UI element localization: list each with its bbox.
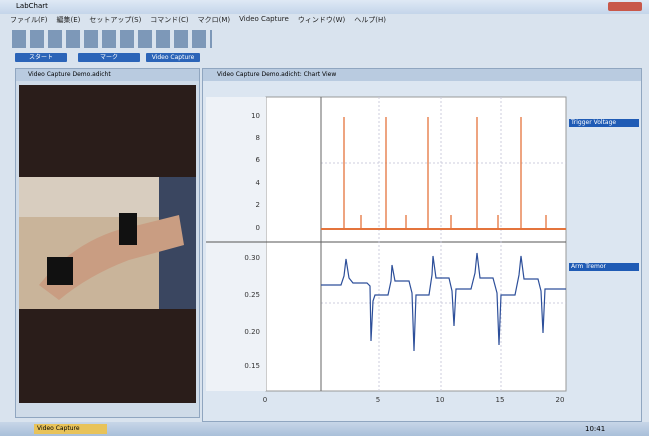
y-tick-label: 2 [256, 201, 260, 209]
video-frame [19, 85, 196, 403]
channel-dropdown[interactable]: Trigger Voltage [569, 119, 639, 127]
menu-item[interactable]: Video Capture [239, 15, 289, 25]
menu-bar: ファイル(F) 編集(E) セットアップ(S) コマンド(C) マクロ(M) V… [10, 15, 386, 25]
toolbar-icons[interactable] [12, 30, 212, 48]
x-tick-label: 5 [376, 396, 380, 404]
window-controls[interactable] [608, 2, 642, 11]
video-window-title: Video Capture Demo.adicht [28, 71, 111, 78]
video-electrode [47, 257, 73, 285]
start-button[interactable]: スタート [15, 53, 67, 62]
app-title: LabChart [16, 2, 48, 10]
page: LabChart {"window": {"title": "LabChart"… [0, 0, 649, 436]
menu-item[interactable]: ヘルプ(H) [354, 15, 386, 25]
clock: 10:41 [585, 425, 605, 433]
chart-window-title: Video Capture Demo.adicht: Chart View [217, 71, 336, 78]
x-tick-label: 20 [556, 396, 565, 404]
y-tick-label: 0.30 [244, 254, 260, 262]
y-tick-label: 0 [256, 224, 260, 232]
video-window: Video Capture Demo.adicht [15, 68, 200, 418]
y-tick-label: 10 [251, 112, 260, 120]
taskbar: Video Capture 10:41 [0, 422, 649, 436]
y-tick-label: 4 [256, 179, 261, 187]
x-tick-label: 10 [436, 396, 445, 404]
y-tick-label: 6 [256, 156, 261, 164]
chart-labels: 10 8 6 4 2 0 0.30 0.25 0.20 0.15 0 5 10 … [202, 82, 572, 420]
y-tick-label: 0.15 [244, 362, 260, 370]
video-capture-button[interactable]: Video Capture [146, 53, 200, 62]
x-tick-label: 15 [496, 396, 505, 404]
menu-item[interactable]: セットアップ(S) [89, 15, 141, 25]
video-electrode [119, 213, 137, 245]
y-tick-label: 0.20 [244, 328, 260, 336]
menu-item[interactable]: コマンド(C) [150, 15, 188, 25]
menu-item[interactable]: マクロ(M) [198, 15, 231, 25]
menu-item[interactable]: ファイル(F) [10, 15, 48, 25]
taskbar-item[interactable]: Video Capture [34, 424, 107, 434]
title-bar: LabChart [0, 0, 649, 14]
menu-item[interactable]: 編集(E) [57, 15, 81, 25]
x-tick-label: 0 [263, 396, 267, 404]
chart-window-titlebar: Video Capture Demo.adicht: Chart View [203, 69, 641, 81]
y-tick-label: 8 [256, 134, 260, 142]
channel-panel: Trigger Voltage Arm Tremor [569, 91, 639, 411]
video-window-titlebar: Video Capture Demo.adicht [16, 69, 199, 81]
mark-button[interactable]: マーク [78, 53, 140, 62]
channel-dropdown[interactable]: Arm Tremor [569, 263, 639, 271]
app: LabChart ファイル(F) 編集(E) セットアップ(S) コマンド(C)… [0, 0, 649, 436]
y-tick-label: 0.25 [244, 291, 260, 299]
menu-item[interactable]: ウィンドウ(W) [298, 15, 345, 25]
